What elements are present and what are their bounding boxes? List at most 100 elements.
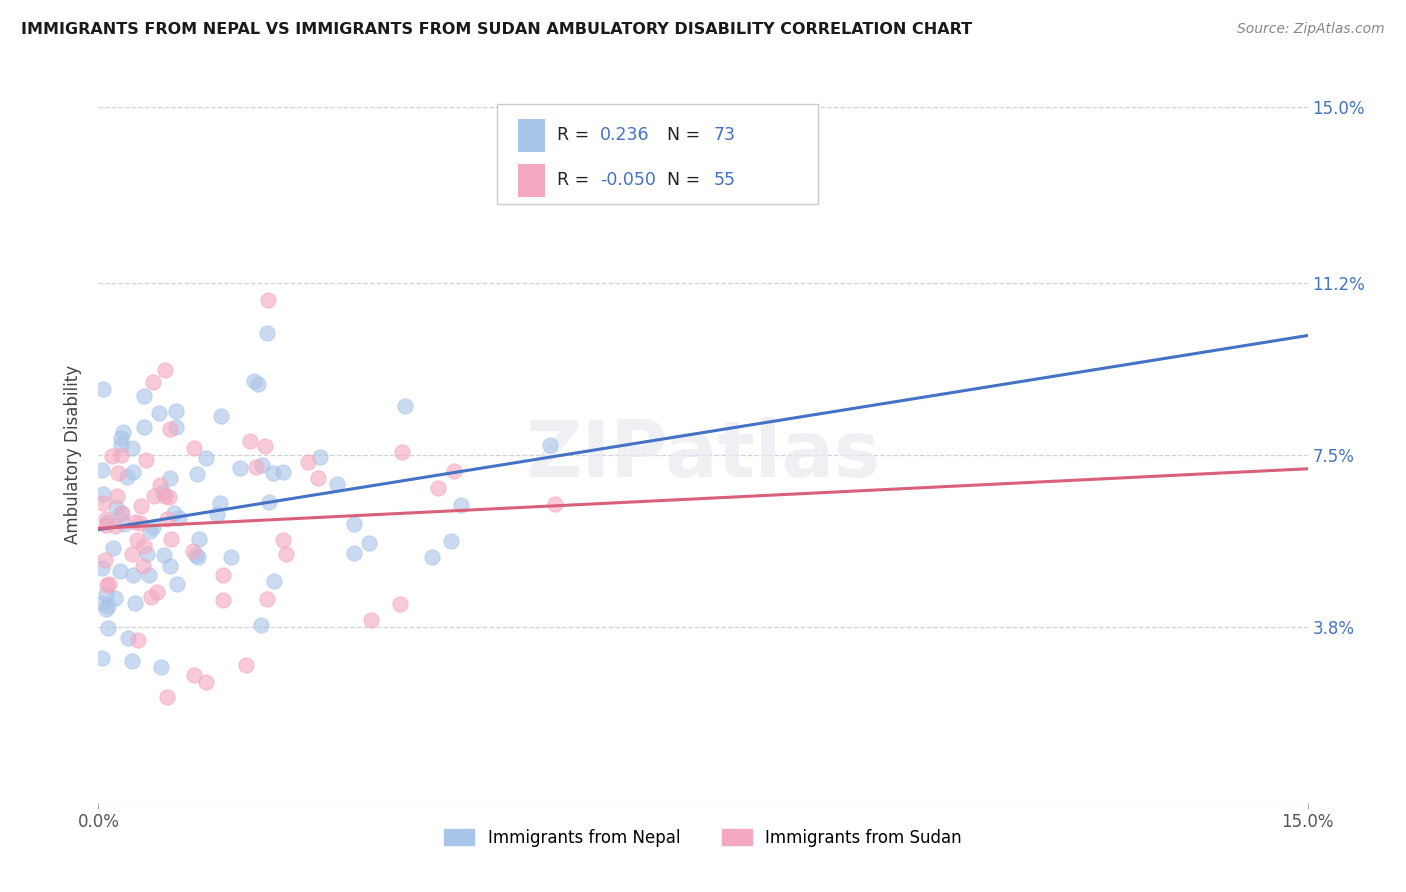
Point: [212, 568, 235, 582]
Text: -0.050: -0.050: [600, 171, 657, 189]
Point: [186, 548, 208, 562]
Point: [343, 517, 366, 532]
Point: [121, 654, 143, 668]
Point: [127, 632, 149, 647]
Point: [112, 516, 135, 531]
Point: [440, 533, 463, 548]
Point: [117, 631, 139, 645]
Point: [165, 404, 187, 418]
Point: [273, 533, 295, 547]
Point: [443, 464, 465, 478]
Point: [96, 602, 118, 616]
Point: [138, 567, 160, 582]
Point: [209, 496, 232, 510]
Point: [91, 463, 114, 477]
Point: [245, 460, 267, 475]
Point: [110, 438, 132, 452]
Point: [538, 438, 561, 452]
Point: [134, 389, 156, 403]
Point: [142, 376, 165, 390]
Point: [97, 515, 120, 529]
Point: [132, 539, 155, 553]
Point: [271, 465, 294, 479]
Point: [153, 549, 176, 563]
Point: [91, 382, 114, 396]
Point: [229, 461, 252, 475]
Text: ZIPatlas: ZIPatlas: [526, 417, 880, 493]
Point: [249, 618, 271, 632]
Point: [153, 489, 176, 503]
Legend: Immigrants from Nepal, Immigrants from Sudan: Immigrants from Nepal, Immigrants from S…: [437, 822, 969, 854]
Point: [183, 441, 205, 455]
Point: [122, 465, 145, 479]
Text: Source: ZipAtlas.com: Source: ZipAtlas.com: [1237, 22, 1385, 37]
Point: [239, 434, 262, 448]
Point: [209, 409, 232, 424]
Point: [134, 420, 156, 434]
Point: [129, 516, 152, 530]
Point: [235, 658, 257, 673]
Point: [101, 449, 124, 463]
Point: [343, 546, 366, 560]
Point: [97, 599, 120, 613]
Point: [160, 533, 183, 547]
Point: [262, 466, 284, 480]
Point: [159, 422, 181, 436]
Point: [91, 561, 114, 575]
Point: [544, 497, 567, 511]
Point: [96, 578, 118, 592]
Point: [388, 597, 411, 611]
Point: [107, 466, 129, 480]
Bar: [517, 163, 544, 197]
Point: [157, 491, 180, 505]
Point: [243, 374, 266, 388]
Point: [159, 558, 181, 573]
Point: [165, 420, 187, 434]
Point: [326, 477, 349, 491]
Point: [97, 621, 120, 635]
Point: [91, 650, 114, 665]
Point: [150, 659, 173, 673]
Point: [124, 596, 146, 610]
Point: [308, 450, 330, 464]
Point: [420, 550, 443, 565]
Y-axis label: Ambulatory Disability: Ambulatory Disability: [65, 366, 83, 544]
FancyBboxPatch shape: [498, 103, 818, 204]
Point: [183, 668, 205, 682]
Point: [156, 690, 179, 705]
Point: [93, 553, 115, 567]
Point: [138, 524, 160, 539]
Point: [129, 499, 152, 513]
Point: [124, 515, 146, 529]
Point: [98, 577, 121, 591]
Point: [91, 496, 114, 510]
Point: [257, 495, 280, 509]
Point: [149, 477, 172, 491]
Point: [394, 399, 416, 413]
Point: [94, 518, 117, 533]
Point: [163, 506, 186, 520]
Point: [211, 593, 233, 607]
Point: [450, 498, 472, 512]
Point: [187, 532, 209, 546]
Point: [195, 450, 218, 465]
Text: IMMIGRANTS FROM NEPAL VS IMMIGRANTS FROM SUDAN AMBULATORY DISABILITY CORRELATION: IMMIGRANTS FROM NEPAL VS IMMIGRANTS FROM…: [21, 22, 972, 37]
Point: [96, 587, 118, 601]
Point: [159, 471, 181, 485]
Point: [103, 541, 125, 555]
Point: [360, 614, 382, 628]
Text: 55: 55: [714, 171, 735, 189]
Point: [152, 485, 174, 500]
Point: [274, 547, 297, 561]
Point: [104, 591, 127, 606]
Point: [256, 591, 278, 606]
Point: [105, 489, 128, 503]
Point: [139, 591, 162, 605]
Point: [359, 536, 381, 550]
Point: [135, 453, 157, 467]
Text: N =: N =: [655, 127, 706, 145]
Point: [110, 564, 132, 578]
Point: [167, 511, 190, 525]
Point: [263, 574, 285, 589]
Point: [253, 439, 276, 453]
